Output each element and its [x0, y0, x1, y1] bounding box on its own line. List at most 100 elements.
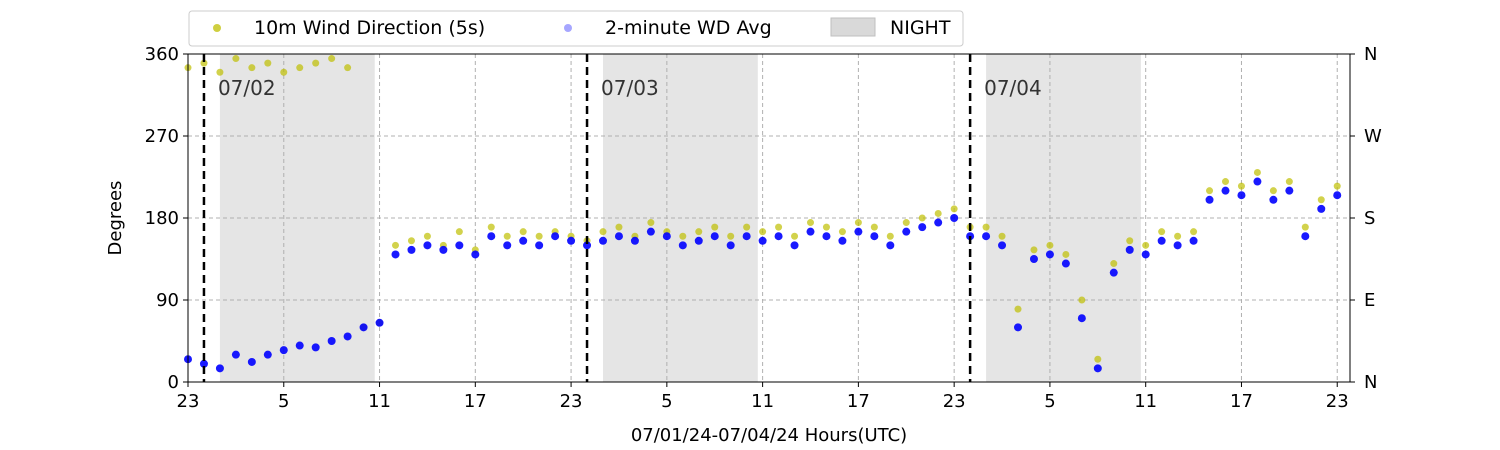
avg-point: [1301, 232, 1310, 241]
wind-point: [599, 228, 607, 236]
wind-point: [1062, 250, 1070, 258]
wind-point: [743, 223, 751, 231]
wind-point: [902, 219, 910, 227]
wind-point: [1094, 355, 1102, 363]
wind-point: [950, 205, 958, 213]
avg-point: [583, 241, 592, 250]
avg-point: [790, 241, 799, 250]
wind-point: [232, 55, 240, 63]
wind-point: [982, 223, 990, 231]
avg-point: [1189, 236, 1198, 245]
avg-point: [998, 241, 1007, 250]
wind-point: [423, 232, 431, 240]
x-tick-label: 11: [751, 391, 774, 412]
legend-label: NIGHT: [890, 17, 951, 39]
avg-point: [854, 227, 863, 236]
avg-point: [1173, 241, 1182, 250]
avg-point: [822, 232, 831, 241]
wind-point: [1110, 260, 1118, 268]
avg-point: [1157, 236, 1166, 245]
wind-point: [519, 228, 527, 236]
x-tick-label: 5: [278, 391, 289, 412]
wind-point: [1142, 241, 1150, 249]
wind-point: [998, 232, 1006, 240]
wind-point: [1158, 228, 1166, 236]
legend-marker: [564, 24, 572, 32]
avg-point: [726, 241, 735, 250]
avg-point: [918, 223, 927, 232]
day-marker-label: 07/02: [218, 76, 276, 100]
avg-point: [551, 232, 560, 241]
y-tick-label: 180: [145, 208, 179, 229]
avg-point: [982, 232, 991, 241]
avg-point: [1061, 259, 1070, 268]
wind-point: [854, 219, 862, 227]
x-tick-label: 11: [368, 391, 391, 412]
wind-point: [503, 232, 511, 240]
wind-point: [1317, 196, 1325, 204]
legend: 10m Wind Direction (5s) 2-minute WD Avg NI…: [188, 10, 964, 47]
avg-point: [471, 250, 480, 259]
wind-point: [711, 223, 719, 231]
avg-point: [199, 359, 208, 368]
avg-point: [1045, 250, 1054, 259]
wind-point: [216, 68, 224, 76]
wind-point: [759, 228, 767, 236]
avg-point: [487, 232, 496, 241]
avg-point: [1014, 323, 1022, 332]
scatter-points: [184, 55, 1341, 363]
avg-point: [870, 232, 879, 241]
avg-point: [710, 232, 719, 241]
wind-point: [535, 232, 543, 240]
avg-point: [614, 232, 623, 241]
y-tick-label: 0: [168, 372, 179, 393]
avg-point: [311, 343, 320, 352]
avg-point: [359, 323, 368, 332]
avg-point: [1029, 255, 1038, 263]
avg-point: [1253, 177, 1262, 186]
avg-point: [231, 350, 240, 359]
y2-tick-label: S: [1364, 208, 1375, 229]
avg-point: [503, 241, 512, 250]
wind-point: [1206, 187, 1214, 195]
avg-point: [758, 236, 767, 245]
y2-tick-label: N: [1364, 372, 1377, 393]
avg-point: [1333, 191, 1342, 200]
legend-label: 2-minute WD Avg: [605, 17, 772, 39]
wind-point: [870, 223, 878, 231]
avg-point: [742, 232, 751, 241]
avg-point: [630, 236, 639, 245]
avg-point: [567, 236, 576, 245]
x-tick-label: 17: [847, 391, 870, 412]
wind-point: [1222, 178, 1229, 186]
wind-point: [248, 64, 256, 72]
wind-point: [679, 232, 687, 240]
avg-point: [1077, 314, 1086, 323]
wind-point: [775, 223, 783, 231]
wind-point: [1126, 237, 1134, 245]
wind-point: [615, 223, 623, 231]
wind-point: [344, 64, 352, 72]
wind-point: [264, 59, 272, 67]
y-axis-label: Degrees: [105, 181, 126, 256]
avg-point: [295, 341, 304, 350]
legend-label: 10m Wind Direction (5s): [254, 17, 485, 39]
x-tick-label: 5: [661, 391, 672, 412]
avg-point: [247, 357, 256, 366]
wind-point: [200, 59, 208, 67]
avg-point: [327, 337, 336, 345]
x-tick-label: 23: [943, 391, 966, 412]
y-tick-label: 270: [145, 126, 179, 147]
wind-point: [487, 223, 495, 231]
avg-point: [774, 232, 783, 241]
wind-point: [1190, 228, 1198, 236]
avg-point: [646, 227, 655, 236]
avg-point: [1109, 268, 1118, 277]
wind-point: [407, 237, 415, 245]
avg-point: [838, 236, 847, 245]
avg-point: [375, 318, 384, 327]
wind-point: [791, 232, 799, 240]
legend-marker: [213, 24, 221, 32]
avg-point: [902, 227, 911, 236]
